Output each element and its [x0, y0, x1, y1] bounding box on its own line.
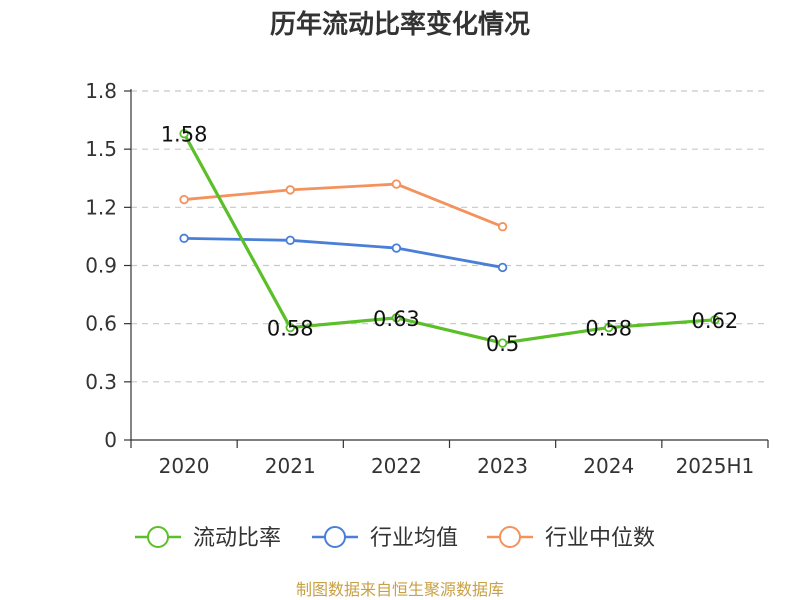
y-tick-label: 0.6	[85, 312, 117, 336]
legend-marker	[324, 526, 346, 548]
y-axis-ticks: 0 0.3 0.6 0.9 1.2 1.5 1.8	[85, 79, 131, 452]
data-point	[285, 185, 295, 195]
x-tick-label: 2025H1	[676, 454, 755, 478]
grid-lines	[131, 90, 768, 383]
x-tick-label: 2022	[371, 454, 422, 478]
data-label: 0.5	[486, 332, 519, 356]
legend: 流动比率 行业均值 行业中位数	[135, 526, 655, 551]
data-label: 1.58	[161, 123, 208, 147]
data-point	[391, 313, 402, 323]
series-line	[183, 182, 504, 229]
axes	[130, 89, 768, 441]
data-label: 0.58	[585, 317, 632, 341]
x-axis-ticks: 2020 2021 2022 2023 2024 2025H1	[130, 440, 769, 478]
data-point	[391, 243, 402, 253]
legend-label: 行业中位数	[545, 526, 655, 551]
legend-marker	[147, 526, 169, 548]
data-point	[497, 338, 508, 348]
legend-label: 流动比率	[193, 526, 281, 551]
x-tick-label: 2024	[583, 454, 634, 478]
data-label: 0.62	[692, 309, 739, 333]
data-point	[391, 179, 402, 189]
series-line	[182, 132, 716, 345]
data-point	[179, 128, 189, 139]
data-point	[179, 233, 189, 244]
series-lines	[179, 128, 720, 348]
x-tick-label: 2023	[477, 454, 528, 478]
data-label: 0.63	[373, 307, 420, 331]
source-note: 制图数据来自恒生聚源数据库	[296, 580, 504, 599]
data-point	[497, 222, 508, 232]
data-point	[285, 235, 295, 245]
y-tick-label: 1.2	[85, 195, 117, 219]
data-point	[285, 322, 295, 333]
series-line	[184, 236, 503, 269]
y-tick-label: 0.3	[85, 370, 117, 394]
y-tick-label: 0.9	[85, 254, 117, 278]
data-point	[604, 322, 614, 333]
data-label: 0.58	[267, 317, 314, 341]
data-point	[497, 262, 508, 273]
y-tick-label: 1.5	[85, 137, 117, 161]
x-tick-label: 2020	[159, 454, 210, 478]
data-point	[710, 315, 720, 325]
legend-label: 行业均值	[370, 526, 458, 551]
chart-title: 历年流动比率变化情况	[270, 9, 530, 40]
data-point	[179, 194, 189, 205]
x-tick-label: 2021	[265, 454, 316, 478]
y-tick-label: 0	[104, 428, 117, 452]
legend-marker	[499, 526, 521, 548]
y-tick-label: 1.8	[85, 79, 117, 103]
data-labels: 1.58 0.58 0.63 0.5 0.58 0.62	[161, 123, 739, 356]
